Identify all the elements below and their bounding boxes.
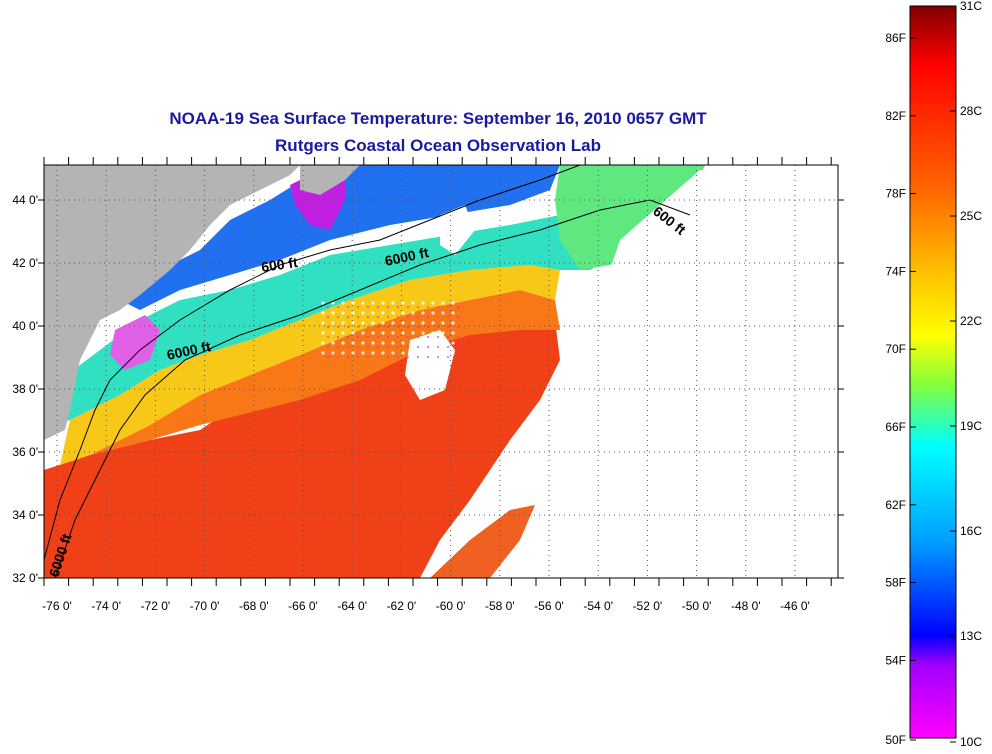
- longitude-tick-label: -74 0': [91, 599, 121, 613]
- contour-label-600ft: 600 ft: [260, 254, 299, 275]
- latitude-tick-label: 36 0': [12, 445, 38, 459]
- map-subtitle: Rutgers Coastal Ocean Observation Lab: [275, 136, 601, 155]
- latitude-tick-label: 32 0': [12, 571, 38, 585]
- longitude-tick-label: -64 0': [337, 599, 367, 613]
- slope-yellow-band: [60, 265, 560, 465]
- cool-shelf-water: [120, 165, 560, 310]
- latitude-tick-label: 38 0': [12, 382, 38, 396]
- latitude-labels: 44 0' 42 0' 40 0' 38 0' 36 0' 34 0' 32 0': [12, 193, 38, 585]
- isobath-600ft: [44, 165, 581, 561]
- fahrenheit-label: 66F: [885, 420, 906, 434]
- longitude-tick-label: -76 0': [42, 599, 72, 613]
- longitude-tick-label: -46 0': [780, 599, 810, 613]
- north-america-land: [44, 165, 300, 440]
- fahrenheit-label: 74F: [885, 264, 906, 278]
- isobath-6000ft: [54, 199, 691, 578]
- fahrenheit-label: 70F: [885, 342, 906, 356]
- cloud-noise-region: [320, 300, 460, 360]
- map-frame: [43, 164, 839, 579]
- fahrenheit-label: 58F: [885, 576, 906, 590]
- celsius-label: 22C: [960, 314, 982, 328]
- fahrenheit-label: 54F: [885, 653, 906, 667]
- longitude-tick-label: -52 0': [633, 599, 663, 613]
- longitude-tick-label: -72 0': [141, 599, 171, 613]
- fahrenheit-label: 78F: [885, 187, 906, 201]
- longitude-tick-label: -60 0': [436, 599, 466, 613]
- celsius-label: 13C: [960, 629, 982, 643]
- latitude-tick-label: 44 0': [12, 193, 38, 207]
- colorbar-gradient: [909, 5, 957, 739]
- latitude-tick-label: 42 0': [12, 256, 38, 270]
- map-title: NOAA-19 Sea Surface Temperature: Septemb…: [169, 109, 707, 128]
- celsius-label: 10C: [960, 735, 982, 749]
- fahrenheit-label: 62F: [885, 498, 906, 512]
- longitude-tick-label: -66 0': [288, 599, 318, 613]
- latitude-tick-label: 40 0': [12, 319, 38, 333]
- longitude-labels: -76 0' -74 0' -72 0' -70 0' -68 0' -66 0' -64 …: [42, 599, 810, 613]
- fahrenheit-label: 86F: [885, 31, 906, 45]
- frame-ticks: [38, 157, 844, 586]
- celsius-label: 19C: [960, 419, 982, 433]
- fahrenheit-label: 82F: [885, 109, 906, 123]
- mid-shelf-water: [55, 165, 705, 425]
- longitude-tick-label: -62 0': [387, 599, 417, 613]
- cold-shelf-patch-2: [110, 315, 160, 370]
- longitude-tick-label: -54 0': [583, 599, 613, 613]
- fahrenheit-scale: 86F 82F 78F 74F 70F 66F 62F 58F 54F 50F: [885, 31, 916, 747]
- northeast-green-water: [555, 165, 705, 270]
- latitude-tick-label: 34 0': [12, 508, 38, 522]
- longitude-tick-label: -56 0': [534, 599, 564, 613]
- celsius-label: 16C: [960, 524, 982, 538]
- warm-filament: [430, 505, 535, 578]
- cloud-patch-gulf-of-maine: [440, 205, 475, 255]
- longitude-tick-label: -50 0': [682, 599, 712, 613]
- cloud-patch-east: [420, 165, 838, 578]
- fahrenheit-label: 50F: [885, 733, 906, 747]
- longitude-tick-label: -70 0': [190, 599, 220, 613]
- nova-scotia-land: [300, 165, 360, 195]
- sst-map: 600 ft 6000 ft 6000 ft 600 ft 6000 ft -7…: [12, 157, 844, 613]
- longitude-tick-label: -48 0': [731, 599, 761, 613]
- celsius-label: 25C: [960, 209, 982, 223]
- celsius-label: 31C: [960, 0, 982, 13]
- celsius-label: 28C: [960, 104, 982, 118]
- celsius-scale: 31C 28C 25C 22C 19C 16C 13C 10C: [950, 0, 982, 749]
- longitude-tick-label: -68 0': [239, 599, 269, 613]
- longitude-tick-label: -58 0': [485, 599, 515, 613]
